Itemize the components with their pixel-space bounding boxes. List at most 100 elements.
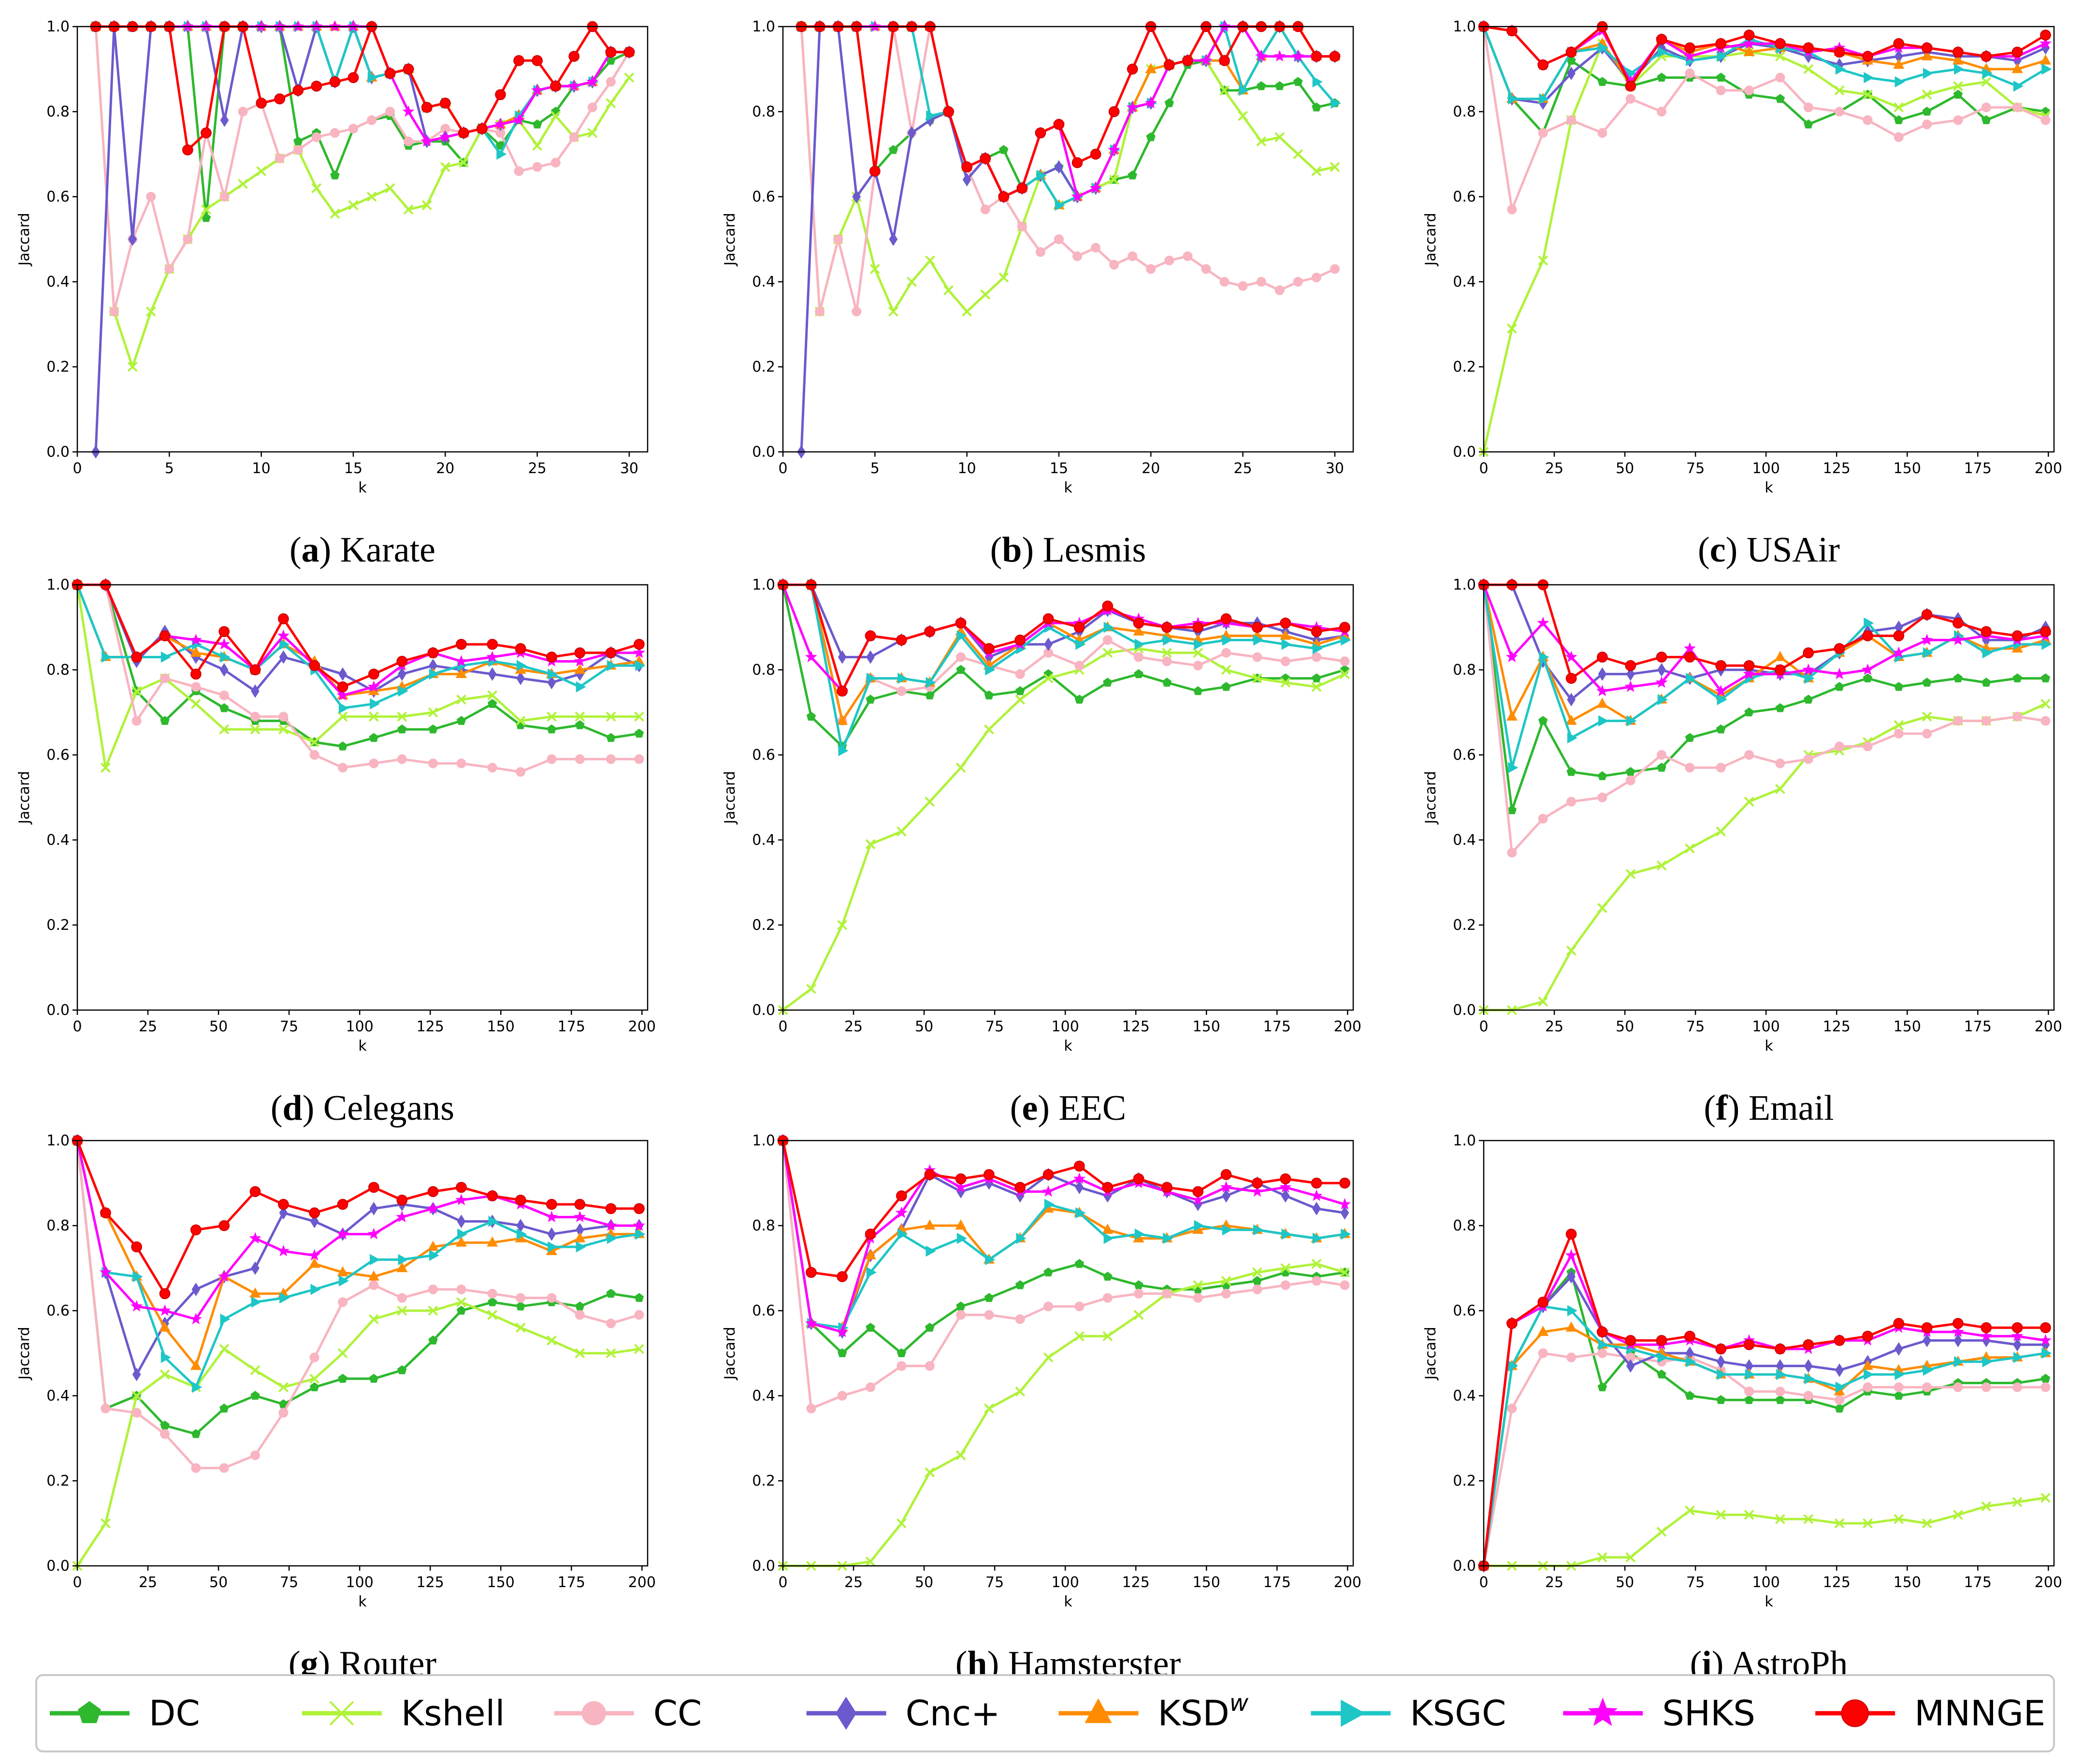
chart-astroph-series-ksdw-point <box>1862 1359 1874 1370</box>
chart-router-series-kshell-point <box>159 1369 170 1380</box>
chart-lesmis-series-kshell-point <box>1330 161 1340 172</box>
chart-hamsterster-series-mnnge-point <box>1220 1169 1232 1180</box>
chart-eec-series-kshell-point <box>1252 673 1262 684</box>
chart-email-series-shks-point <box>1655 676 1668 688</box>
chart-celegans-xtick-label: 50 <box>209 1018 228 1035</box>
chart-email-series-dc-point <box>1982 678 1991 687</box>
chart-karate-series-mnnge-point <box>605 46 617 58</box>
chart-lesmis-series-mnnge-point <box>1071 157 1083 168</box>
chart-hamsterster-series-cc-point <box>1280 1280 1290 1290</box>
chart-usair-series-cc-point <box>1716 86 1726 95</box>
chart-eec-series-mnnge-point <box>1102 600 1114 612</box>
chart-lesmis-series-ksgc-point <box>1312 76 1323 87</box>
chart-hamsterster-series-cc-point <box>1134 1288 1144 1299</box>
chart-celegans-series-ksgc-point <box>338 702 349 714</box>
chart-astroph-series-mnnge-point <box>2011 1322 2023 1333</box>
chart-astroph-ytick-label: 0.0 <box>1453 1558 1476 1575</box>
chart-usair-series-dc-point <box>1894 115 1904 124</box>
chart-eec-series-cc-point <box>1134 652 1144 662</box>
chart-astroph: 0 25 50 75 100 125 150 175 200 0.0 0.2 0.4 0.6 0.8 1.0… <box>1422 1132 2062 1684</box>
chart-email-series-mnnge-point <box>1953 617 1964 629</box>
chart-email-series-mnnge-point <box>1893 630 1905 641</box>
chart-karate-series-mnnge <box>90 21 635 156</box>
chart-karate-series-kshell-point-b <box>587 128 598 138</box>
chart-usair-series-cc-point <box>1922 119 1932 130</box>
chart-hamsterster-series-ksgc-point <box>1194 1220 1204 1231</box>
chart-celegans-series-kshell-point-b <box>131 686 142 696</box>
chart-email-series-cnc-point <box>1626 667 1635 681</box>
chart-router-series-cc-point <box>309 1352 319 1362</box>
chart-email-series-shks-point <box>1565 651 1577 663</box>
chart-hamsterster-series-cnc-point <box>1075 1180 1084 1194</box>
chart-karate-series-kshell-point <box>440 161 450 172</box>
chart-router-series-cc-point <box>575 1310 585 1320</box>
chart-router-series-ksgc-point <box>160 1352 171 1363</box>
chart-email-series-kshell-point-b <box>1566 945 1577 956</box>
chart-celegans-series-cc-line <box>77 583 639 773</box>
chart-astroph-series-kshell-line <box>1484 1496 2046 1567</box>
chart-celegans-series-kshell-point <box>190 698 201 709</box>
chart-usair-series-mnnge-point <box>1981 51 1992 62</box>
chart-lesmis-series-shks-point <box>1255 50 1268 62</box>
chart-email-series-cc-point <box>1566 796 1577 807</box>
chart-hamsterster-series-cc-point <box>1074 1301 1085 1312</box>
chart-hamsterster-series-mnnge-point <box>955 1173 967 1185</box>
chart-lesmis-ytick-label: 0.2 <box>752 359 775 376</box>
chart-email-series-cc-point <box>1894 729 1904 738</box>
chart-astroph-series-ksdw-point <box>1565 1321 1577 1332</box>
chart-astroph-series-cnc-point <box>1716 1355 1725 1369</box>
chart-eec-series-kshell <box>778 643 1350 1015</box>
chart-usair-caption: (c) USAir <box>1698 530 1840 570</box>
chart-eec-series-ksdw-point <box>1133 625 1144 636</box>
chart-email-series-shks-point <box>1743 667 1755 680</box>
chart-astroph-series-mnnge <box>1478 1229 2051 1572</box>
chart-eec-series-kshell-point <box>1162 648 1172 658</box>
chart-lesmis-series-kshell-point-b <box>1219 85 1230 96</box>
chart-router-series-kshell-point-b <box>546 1335 557 1346</box>
chart-celegans-series-ksgc-point <box>398 685 408 697</box>
chart-lesmis-series-cc-point <box>1293 277 1303 287</box>
chart-hamsterster-series-cnc-point <box>1340 1206 1349 1220</box>
chart-celegans-series-cc-point <box>219 690 229 700</box>
chart-usair-series-cc-point <box>1981 102 1991 113</box>
chart-celegans-series-shks-point <box>367 680 380 692</box>
legend-label-dc: DC <box>149 1693 200 1734</box>
chart-celegans-series-cc-point <box>278 711 289 722</box>
chart-router-series-mnnge-point <box>131 1241 143 1253</box>
chart-hamsterster-series-shks-point <box>895 1206 908 1218</box>
chart-email-xtick-label: 50 <box>1616 1018 1634 1035</box>
chart-eec-series-kshell-point <box>1193 648 1203 658</box>
chart-celegans-series-mnnge-point <box>309 660 320 671</box>
chart-hamsterster-series-cc-point <box>1312 1276 1322 1286</box>
chart-router-series-dc-point <box>456 1305 466 1315</box>
chart-astroph-series-kshell-point <box>1775 1514 1785 1524</box>
chart-karate-series-kshell-point-b <box>624 72 635 83</box>
chart-usair-series-ksdw-point <box>1743 45 1755 56</box>
chart-celegans-series-ksgc-point <box>220 651 231 663</box>
chart-astroph-series-kshell-point-b <box>1597 1552 1607 1562</box>
chart-email-series-cc-point <box>1716 763 1726 773</box>
chart-celegans-series-dc-point <box>488 699 497 708</box>
chart-hamsterster-series-kshell-point-b <box>1221 1275 1231 1286</box>
chart-celegans-series-shks-point <box>277 629 289 641</box>
chart-lesmis-ytick-label: 0.0 <box>752 444 775 461</box>
chart-lesmis-series-cc-point <box>1238 281 1248 291</box>
chart-router-series-kshell-point <box>309 1374 320 1384</box>
chart-hamsterster-series-kshell-line <box>783 1262 1345 1567</box>
chart-eec-series-kshell-point-b <box>955 762 966 773</box>
chart-router-series-ksgc-point <box>279 1292 290 1304</box>
chart-karate-series-cc-point <box>183 234 193 244</box>
chart-astroph-series-ksgc-point <box>1598 1339 1609 1350</box>
chart-lesmis-series-dc-point <box>1275 81 1285 90</box>
chart-hamsterster-series-kshell-point <box>1133 1310 1144 1320</box>
chart-usair-series-kshell-point-b <box>1863 89 1873 100</box>
chart-usair-series-cc-point <box>1953 115 1963 125</box>
chart-karate-ytick-label: 0.8 <box>46 103 70 120</box>
chart-router-series-ksdw-point <box>455 1236 467 1247</box>
chart-celegans-series-cc-point <box>575 754 585 764</box>
chart-lesmis-xtick-label: 0 <box>778 460 787 477</box>
chart-astroph-series-kshell-point <box>2040 1492 2051 1503</box>
chart-lesmis-series-cc-point <box>1091 243 1101 253</box>
chart-astroph-ylabel: Jaccard <box>1422 1327 1439 1380</box>
chart-router-series-cnc-point <box>369 1201 378 1215</box>
